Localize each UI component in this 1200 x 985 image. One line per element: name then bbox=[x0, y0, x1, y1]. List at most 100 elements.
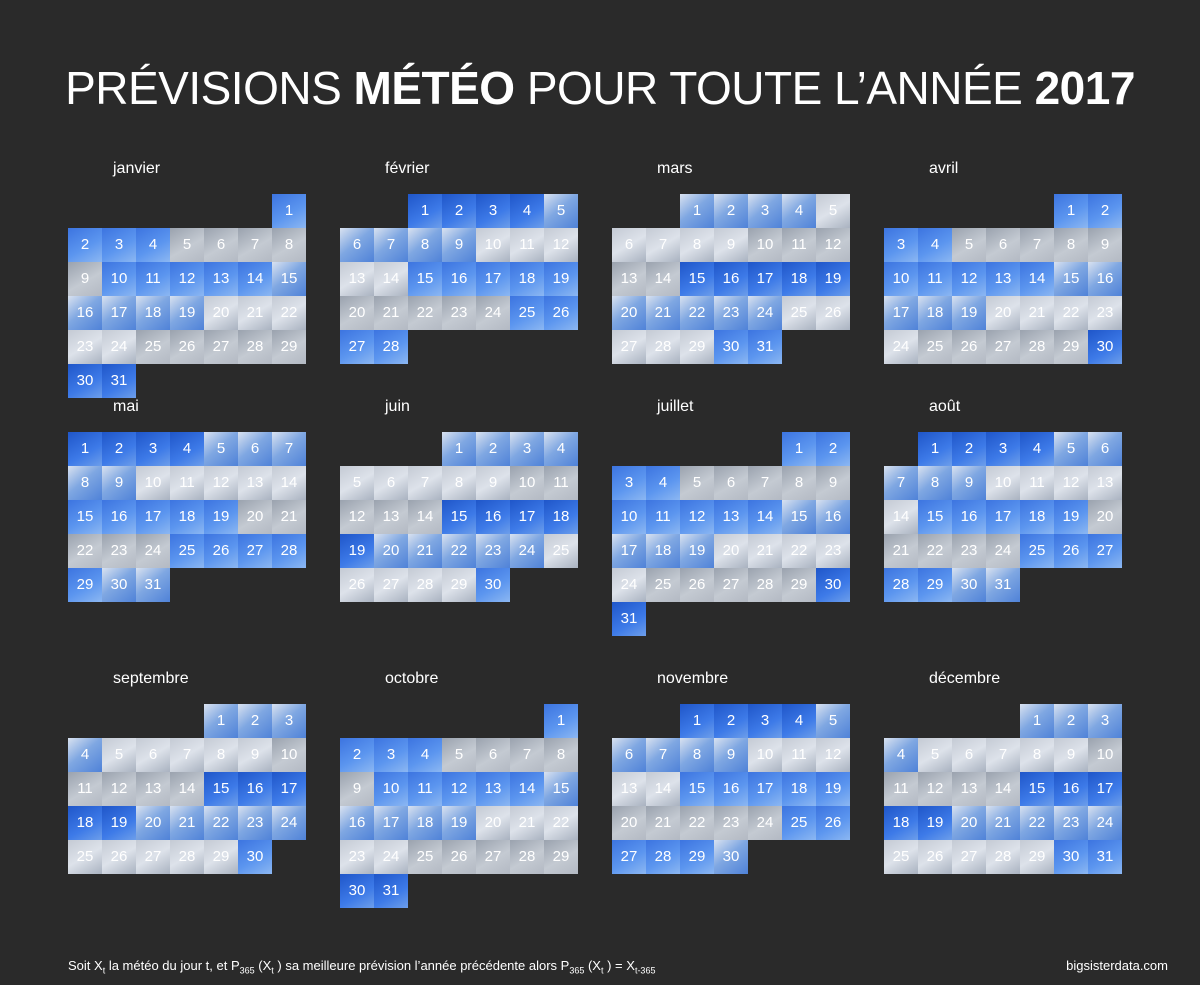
day-cell: 16 bbox=[442, 262, 476, 296]
day-cell: 25 bbox=[782, 806, 816, 840]
day-cell: 24 bbox=[612, 568, 646, 602]
day-cell: 21 bbox=[646, 806, 680, 840]
month-novembre: novembre 1 2 3 4 5 6 7 8 9 10 11 12 13 14 15 16 17 18 19 20 2… bbox=[612, 670, 850, 950]
day-cell: 3 bbox=[884, 228, 918, 262]
day-cell: 19 bbox=[340, 534, 374, 568]
day-cell: 5 bbox=[918, 738, 952, 772]
day-cell: 13 bbox=[714, 500, 748, 534]
day-cell: 21 bbox=[748, 534, 782, 568]
day-cell: 27 bbox=[238, 534, 272, 568]
day-cell: 18 bbox=[884, 806, 918, 840]
day-cell: 23 bbox=[1088, 296, 1122, 330]
day-cell: 24 bbox=[102, 330, 136, 364]
day-cell: 29 bbox=[1054, 330, 1088, 364]
day-cell: 8 bbox=[272, 228, 306, 262]
day-cell: 20 bbox=[612, 296, 646, 330]
day-cell: 3 bbox=[1088, 704, 1122, 738]
day-cell: 18 bbox=[646, 534, 680, 568]
day-cell: 4 bbox=[170, 432, 204, 466]
day-cell: 17 bbox=[272, 772, 306, 806]
day-cell: 14 bbox=[238, 262, 272, 296]
day-cell: 22 bbox=[544, 806, 578, 840]
day-cell: 27 bbox=[986, 330, 1020, 364]
day-cell: 13 bbox=[612, 772, 646, 806]
day-cell: 28 bbox=[646, 330, 680, 364]
day-cell: 2 bbox=[476, 432, 510, 466]
day-cell: 30 bbox=[68, 364, 102, 398]
day-cell: 21 bbox=[986, 806, 1020, 840]
day-cell: 12 bbox=[918, 772, 952, 806]
day-cell: 3 bbox=[102, 228, 136, 262]
day-cell: 22 bbox=[1054, 296, 1088, 330]
day-cell: 19 bbox=[544, 262, 578, 296]
day-cell: 15 bbox=[918, 500, 952, 534]
day-cell: 26 bbox=[918, 840, 952, 874]
day-cell: 2 bbox=[714, 704, 748, 738]
day-cell: 27 bbox=[1088, 534, 1122, 568]
day-cell: 6 bbox=[952, 738, 986, 772]
day-cell: 20 bbox=[1088, 500, 1122, 534]
day-cell: 4 bbox=[646, 466, 680, 500]
day-cell: 23 bbox=[102, 534, 136, 568]
day-cell: 26 bbox=[340, 568, 374, 602]
day-cell: 13 bbox=[476, 772, 510, 806]
day-cell: 20 bbox=[136, 806, 170, 840]
day-cell: 11 bbox=[68, 772, 102, 806]
day-cell: 13 bbox=[1088, 466, 1122, 500]
day-cell: 1 bbox=[204, 704, 238, 738]
day-cell: 17 bbox=[986, 500, 1020, 534]
day-cell: 18 bbox=[1020, 500, 1054, 534]
day-cell: 22 bbox=[204, 806, 238, 840]
day-cell: 5 bbox=[340, 466, 374, 500]
day-cell: 17 bbox=[748, 262, 782, 296]
day-cell: 15 bbox=[1020, 772, 1054, 806]
month-septembre: septembre 1 2 3 4 5 6 7 8 9 10 11 12 13 14 15 16 17 18 19 20… bbox=[68, 670, 306, 950]
day-cell: 25 bbox=[884, 840, 918, 874]
day-cell: 19 bbox=[102, 806, 136, 840]
day-cell: 11 bbox=[136, 262, 170, 296]
day-cell: 16 bbox=[68, 296, 102, 330]
day-cell: 4 bbox=[1020, 432, 1054, 466]
day-cell: 29 bbox=[680, 840, 714, 874]
day-cell: 5 bbox=[204, 432, 238, 466]
day-cell: 28 bbox=[884, 568, 918, 602]
day-cell: 2 bbox=[952, 432, 986, 466]
day-cell: 21 bbox=[1020, 296, 1054, 330]
day-cell: 21 bbox=[646, 296, 680, 330]
day-cell: 15 bbox=[782, 500, 816, 534]
day-cell: 29 bbox=[918, 568, 952, 602]
day-cell: 19 bbox=[204, 500, 238, 534]
day-cell: 29 bbox=[680, 330, 714, 364]
day-cell: 14 bbox=[646, 262, 680, 296]
day-cell: 9 bbox=[340, 772, 374, 806]
day-cell: 3 bbox=[986, 432, 1020, 466]
day-cell: 18 bbox=[170, 500, 204, 534]
day-cell: 18 bbox=[136, 296, 170, 330]
day-cell: 19 bbox=[952, 296, 986, 330]
day-cell: 17 bbox=[476, 262, 510, 296]
day-cell: 27 bbox=[714, 568, 748, 602]
day-cell: 24 bbox=[374, 840, 408, 874]
day-cell: 30 bbox=[238, 840, 272, 874]
day-cell: 16 bbox=[476, 500, 510, 534]
day-cell: 28 bbox=[748, 568, 782, 602]
day-cell: 24 bbox=[136, 534, 170, 568]
day-cell: 19 bbox=[816, 772, 850, 806]
day-cell: 24 bbox=[748, 296, 782, 330]
day-cell: 3 bbox=[476, 194, 510, 228]
day-cell: 8 bbox=[1054, 228, 1088, 262]
day-cell: 27 bbox=[340, 330, 374, 364]
day-cell: 9 bbox=[68, 262, 102, 296]
month-name: novembre bbox=[657, 670, 729, 687]
day-cell: 1 bbox=[680, 704, 714, 738]
day-cell: 3 bbox=[374, 738, 408, 772]
day-cell: 9 bbox=[476, 466, 510, 500]
day-cell: 16 bbox=[714, 772, 748, 806]
site-credit: bigsisterdata.com bbox=[1066, 958, 1168, 973]
day-cell: 11 bbox=[918, 262, 952, 296]
day-cell: 21 bbox=[510, 806, 544, 840]
day-cell: 11 bbox=[782, 228, 816, 262]
day-cell: 9 bbox=[238, 738, 272, 772]
month-name: août bbox=[929, 398, 961, 415]
day-cell: 24 bbox=[272, 806, 306, 840]
